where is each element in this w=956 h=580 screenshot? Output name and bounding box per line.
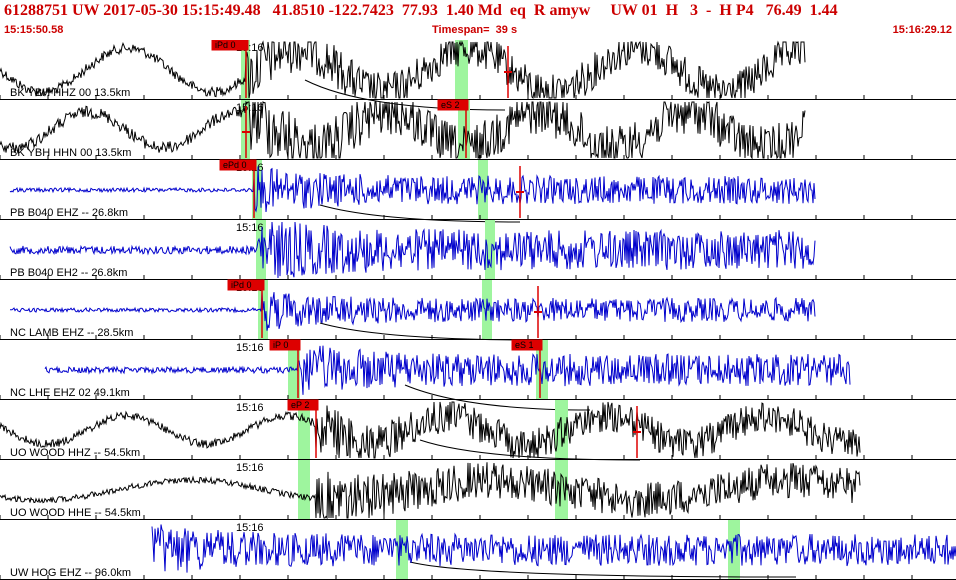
waveform-trace	[0, 401, 861, 459]
waveform-trace	[9, 291, 816, 331]
time-marker-label: 15:16	[236, 342, 264, 354]
end-time: 15:16:29.12	[892, 24, 952, 36]
pick-flag	[269, 339, 301, 351]
seismogram-panel[interactable]: 15:16 iPd 0 BK YBH HHZ 00 13.5km 15:16 eS 2 B…	[0, 40, 956, 580]
pick-flag-label: ePd 0	[223, 160, 247, 170]
channel-label: UO WOOD HHE -- 54.5km	[10, 507, 141, 519]
pick-window	[536, 340, 548, 400]
time-marker-label: 15:16	[236, 402, 264, 414]
channel-label: PB B040 EH2 -- 26.8km	[10, 267, 127, 279]
time-marker-label: 15:16	[236, 522, 264, 534]
waveform-trace	[0, 462, 861, 520]
travel-time-curve	[319, 322, 541, 341]
pick-window	[728, 520, 740, 580]
channel-label: BK YBH HHZ 00 13.5km	[10, 87, 130, 99]
channel-row: 15:16 UO WOOD HHE -- 54.5km	[0, 460, 956, 520]
travel-time-curve	[409, 561, 797, 578]
channel-label: NC LAMB EHZ -- 28.5km	[10, 327, 133, 339]
waveform-trace	[0, 40, 806, 100]
pick-flag	[211, 40, 249, 51]
channel-label: BK YBH HHN 00 13.5km	[10, 147, 131, 159]
pick-window	[482, 280, 492, 340]
channel-label: UW HOG EHZ -- 96.0km	[10, 567, 131, 579]
time-marker-label: 15:16	[236, 222, 264, 234]
waveform-trace	[9, 221, 816, 279]
waveform-trace	[0, 100, 806, 160]
pick-window	[298, 460, 310, 520]
pick-flag	[437, 99, 469, 111]
pick-flag-label: iPd 0	[215, 40, 236, 50]
pick-flag	[287, 399, 319, 411]
pick-flag	[227, 279, 265, 291]
pick-flag-label: eS 2	[441, 100, 460, 110]
event-header: 61288751 UW 2017-05-30 15:15:49.48 41.85…	[0, 0, 956, 40]
pick-window	[478, 160, 488, 220]
channel-label: NC LHE EHZ 02 49.1km	[10, 387, 130, 399]
channel-label: UO WOOD HHZ -- 54.5km	[10, 447, 140, 459]
waveform-trace	[44, 345, 851, 395]
waveform-trace	[9, 166, 816, 213]
channel-row: 15:16ePd 0PB B040 EHZ -- 26.8km	[0, 159, 956, 223]
start-time: 15:15:50.58	[4, 24, 64, 36]
pick-window	[298, 400, 310, 460]
pick-flag-label: iP 0	[273, 340, 288, 350]
pick-window	[555, 460, 568, 520]
travel-time-curve	[419, 439, 641, 461]
time-marker-label: 15:16	[236, 462, 264, 474]
pick-flag	[219, 159, 257, 171]
channel-row: 15:16 eS 2BK YBH HHN 00 13.5km	[0, 99, 956, 160]
pick-flag-label: eS 1	[515, 340, 534, 350]
timespan: Timespan= 39 s	[432, 24, 518, 36]
channel-row: 15:16 PB B040 EH2 -- 26.8km	[0, 220, 956, 280]
pick-flag-label: eP 2	[291, 400, 309, 410]
pick-flag-label: iPd 0	[231, 280, 252, 290]
channel-row: 15:16 eP 2 UO WOOD HHZ -- 54.5km	[0, 399, 956, 461]
channel-row: 15:16 iP 0 eS 1 NC LHE EHZ 02 49.1km	[0, 339, 956, 411]
pick-window	[485, 220, 495, 280]
event-summary: 61288751 UW 2017-05-30 15:15:49.48 41.85…	[4, 2, 838, 19]
channel-row: 15:16 UW HOG EHZ -- 96.0km	[0, 520, 956, 580]
waveform-trace	[151, 524, 956, 573]
channel-label: PB B040 EHZ -- 26.8km	[10, 207, 128, 219]
pick-flag	[511, 339, 543, 351]
